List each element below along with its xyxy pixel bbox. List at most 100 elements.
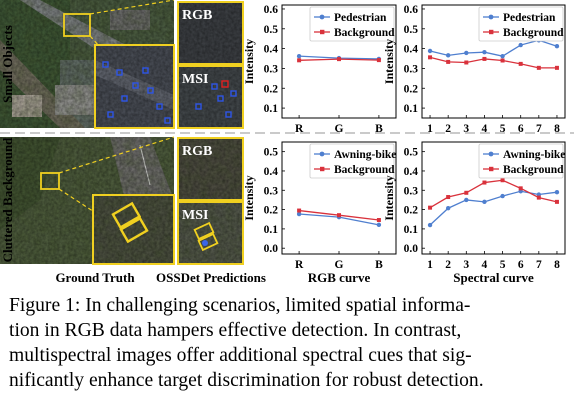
y-axis-label: Intensity (382, 175, 396, 220)
legend-label: Background (503, 27, 564, 39)
data-point (427, 222, 433, 228)
y-tick-label: 0.2 (264, 205, 279, 217)
data-point (376, 218, 381, 223)
x-tick-label: B (375, 123, 383, 135)
x-tick-label: 3 (463, 123, 469, 135)
msi-label-small: MSI (182, 72, 208, 87)
row-label-cluttered-background: Cluttered Background (0, 137, 15, 263)
data-point (500, 193, 505, 199)
data-point (297, 58, 302, 63)
caption-line: multispectral images offer additional sp… (9, 345, 472, 366)
rgb-label-cluttered: RGB (182, 144, 212, 159)
data-point (482, 49, 487, 55)
gt-zoom-box-small (63, 13, 91, 37)
caption-ossdet-predictions: OSSDet Predictions (156, 270, 266, 285)
x-tick-label: 8 (554, 259, 560, 271)
x-tick-label: 4 (482, 123, 488, 135)
x-tick-label: 2 (445, 123, 451, 135)
data-point (500, 58, 505, 63)
data-point (337, 213, 341, 218)
legend-label: Pedestrian (503, 12, 556, 24)
msi-prediction-cluttered: MSI (177, 201, 244, 265)
y-tick-label: 0.5 (264, 24, 279, 36)
x-tick-label: G (335, 123, 344, 135)
x-tick-label: G (335, 259, 344, 271)
x-tick-label: 2 (445, 259, 451, 271)
row1-images: RGB MSI (0, 0, 244, 129)
caption-ground-truth: Ground Truth (55, 270, 135, 285)
y-tick-label: 0.5 (404, 147, 419, 159)
legend-label: Pedestrian (334, 12, 387, 24)
rgb-label-small: RGB (182, 8, 212, 23)
y-axis-label: Intensity (382, 39, 396, 84)
figure: RGB MSI (0, 0, 574, 285)
data-point (554, 44, 560, 49)
data-point (337, 57, 341, 62)
legend-marker (489, 29, 494, 35)
data-point (518, 186, 523, 191)
data-point (482, 180, 487, 185)
rgb-prediction-cluttered: RGB (177, 137, 244, 201)
data-point (482, 199, 487, 205)
data-point (554, 65, 559, 70)
y-tick-label: 0.0 (264, 243, 279, 255)
x-tick-label: 6 (518, 259, 524, 271)
gt-zoom-inset-cluttered (92, 194, 175, 265)
y-tick-label: 0.4 (404, 166, 419, 178)
data-point (428, 205, 433, 210)
x-tick-label: 5 (500, 259, 506, 271)
x-axis-label: Spectral curve (453, 270, 534, 285)
y-tick-label: 0.5 (404, 24, 419, 36)
x-tick-label: 6 (518, 123, 524, 135)
data-point (297, 208, 302, 213)
data-point (296, 211, 302, 217)
data-point (446, 195, 451, 200)
x-tick-label: R (295, 259, 304, 271)
legend-marker (319, 14, 325, 20)
x-tick-label: 3 (463, 259, 469, 271)
y-tick-label: 0.4 (264, 166, 279, 178)
data-point (376, 58, 381, 63)
data-point (445, 53, 451, 58)
data-point (427, 48, 433, 54)
data-point (376, 222, 382, 228)
y-tick-label: 0.4 (264, 44, 279, 56)
data-point (518, 42, 523, 48)
data-point (500, 53, 505, 59)
y-tick-label: 0.0 (404, 243, 419, 255)
legend-marker (488, 151, 494, 157)
legend-label: Background (334, 27, 395, 39)
y-tick-label: 0.3 (404, 63, 419, 75)
data-point (446, 59, 451, 64)
legend-box (309, 143, 395, 179)
legend-marker (489, 166, 494, 172)
y-tick-label: 0.3 (264, 63, 279, 75)
data-point (554, 199, 559, 204)
y-tick-label: 0.2 (404, 83, 419, 95)
legend-label: Awning-bike (334, 149, 396, 161)
y-tick-label: 0.1 (404, 103, 419, 115)
y-axis-label: Intensity (242, 175, 256, 220)
data-point (536, 195, 541, 200)
chart-rgb-small-objects: 0.1 0.2 0.3 0.4 0.5 0.6 R G B Intensity Pedestrian… (242, 4, 397, 135)
y-tick-label: 0.3 (264, 185, 279, 197)
figure-caption: Figure 1: In challenging scenarios, limi… (9, 293, 567, 393)
data-point (464, 190, 469, 195)
y-tick-label: 0.2 (404, 205, 419, 217)
chart-rgb-cluttered: 0.0 0.1 0.2 0.3 0.4 0.5 R G B Intensity RGB curve A… (242, 141, 397, 285)
data-point (464, 197, 469, 203)
row-label-small-objects: Small Objects (0, 25, 15, 103)
legend-marker (319, 151, 325, 157)
data-point (518, 61, 523, 66)
gt-zoom-box-cluttered (40, 172, 60, 190)
data-point (464, 60, 469, 65)
msi-prediction-small: MSI (177, 65, 244, 129)
y-tick-label: 0.4 (404, 44, 419, 56)
rgb-prediction-small: RGB (177, 1, 244, 65)
legend-box (478, 143, 564, 179)
y-tick-label: 0.3 (404, 185, 419, 197)
gt-zoom-inset-small (94, 44, 175, 129)
data-point (500, 178, 505, 183)
legend-box (309, 6, 395, 42)
data-point (536, 65, 541, 70)
